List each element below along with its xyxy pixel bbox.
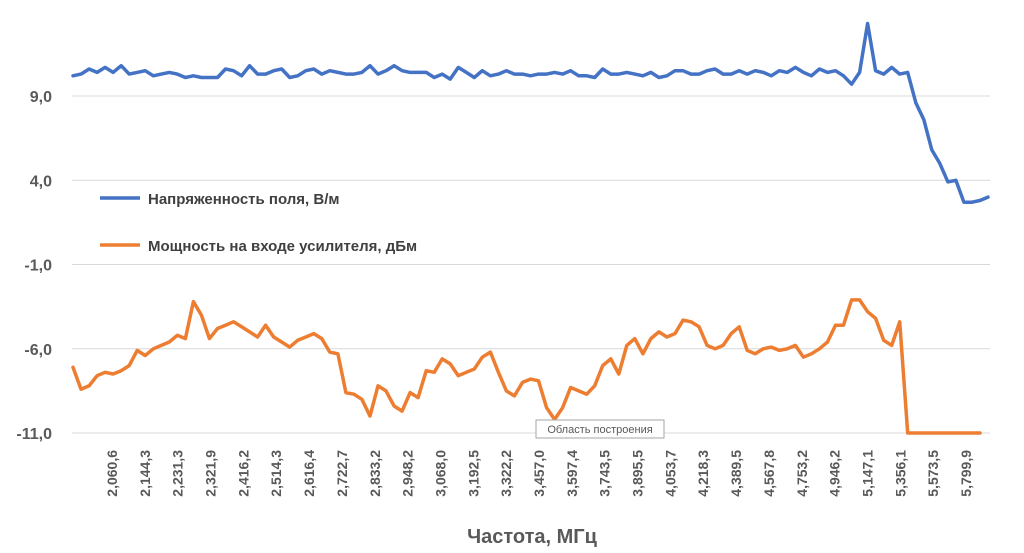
gridlines: [72, 95, 990, 434]
x-tick-label: 4,053,7: [662, 450, 678, 497]
plot-area-tooltip: Область построения: [535, 419, 665, 439]
x-tick-label: 2,144,3: [137, 450, 153, 497]
x-tick-label: 4,753,2: [794, 450, 810, 497]
tooltip-text: Область построения: [547, 424, 652, 436]
x-tick-label: 2,231,3: [170, 450, 186, 497]
y-tick-label: -11,0: [16, 426, 52, 443]
x-tick-label: 4,946,2: [827, 450, 843, 497]
y-axis-ticks: 9,0 4,0 -1,0 -6,0 -11,0: [16, 89, 52, 443]
series-lines: [71, 21, 990, 435]
x-tick-label: 3,895,5: [630, 450, 646, 497]
y-tick-label: 9,0: [30, 89, 52, 106]
y-tick-label: -6,0: [24, 342, 52, 359]
y-tick-label: -1,0: [24, 258, 52, 275]
x-tick-label: 2,722,7: [334, 450, 350, 497]
x-tick-label: 5,573,5: [925, 450, 941, 497]
tooltip-box: [535, 419, 665, 439]
x-tick-label: 2,833,2: [367, 450, 383, 497]
x-tick-label: 2,616,4: [301, 450, 317, 497]
legend: Напряженность поля, В/м Мощность на вход…: [100, 191, 417, 255]
x-tick-label: 2,948,2: [400, 450, 416, 497]
legend-label-amplifier-power: Мощность на входе усилителя, дБм: [148, 238, 417, 255]
series-line-field-strength: [71, 21, 990, 204]
x-axis-label: Частота, МГц: [467, 526, 598, 548]
y-tick-label: 4,0: [30, 173, 52, 190]
x-tick-label: 2,060,6: [104, 450, 120, 497]
x-tick-label: 2,514,3: [268, 450, 284, 497]
x-tick-label: 3,597,4: [564, 450, 580, 497]
legend-label-field-strength: Напряженность поля, В/м: [148, 191, 339, 208]
x-tick-label: 3,322,2: [498, 450, 514, 497]
x-tick-label: 2,416,2: [235, 450, 251, 497]
x-tick-label: 4,389,5: [728, 450, 744, 497]
x-tick-label: 5,356,1: [892, 450, 908, 497]
x-tick-label: 3,743,5: [597, 450, 613, 497]
x-tick-label: 3,192,5: [465, 450, 481, 497]
x-axis-ticks: 2,060,6 2,144,3 2,231,3 2,321,9 2,416,2 2,514…: [104, 450, 974, 497]
x-tick-label: 3,457,0: [531, 450, 547, 497]
x-tick-label: 2,321,9: [203, 450, 219, 497]
x-tick-label: 5,799,9: [958, 450, 974, 497]
x-tick-label: 4,567,8: [761, 450, 777, 497]
series-line-amplifier-power: [71, 298, 982, 435]
x-tick-label: 4,218,3: [695, 450, 711, 497]
x-tick-label: 5,147,1: [859, 450, 875, 497]
x-tick-label: 3,068,0: [432, 450, 448, 497]
